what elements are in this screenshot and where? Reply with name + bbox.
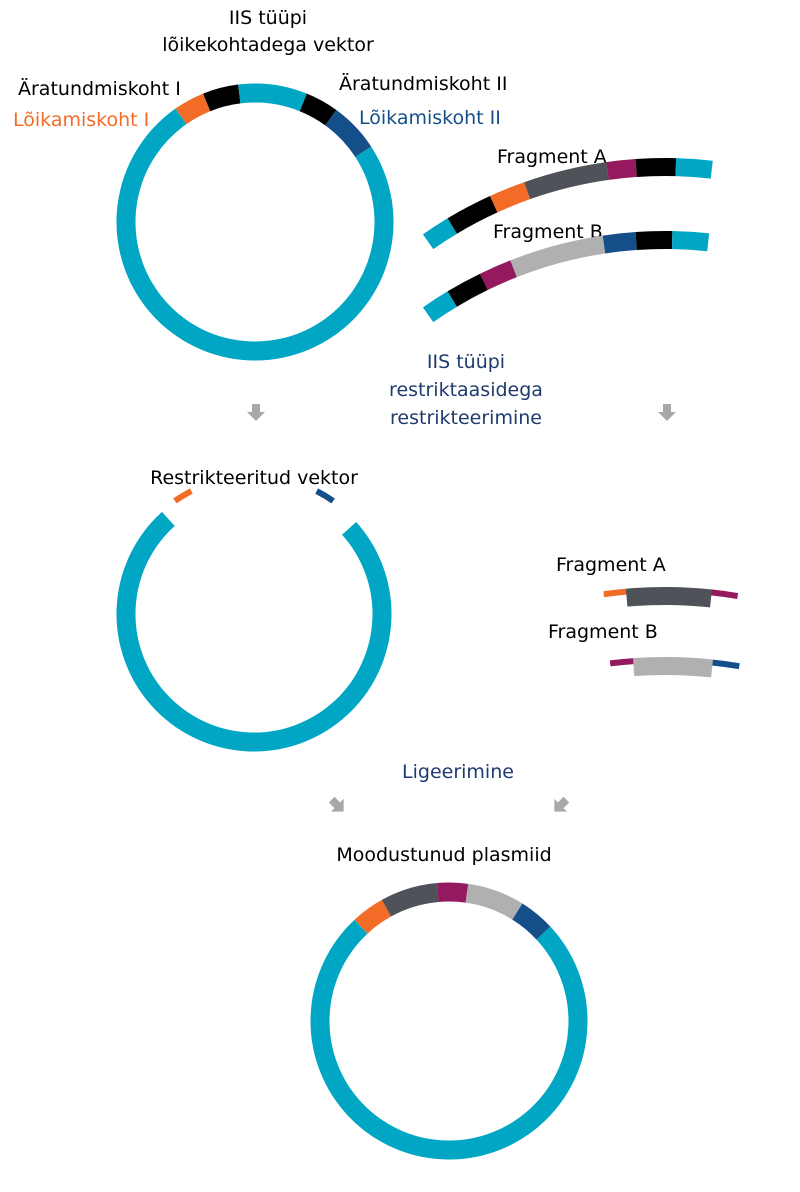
- fragment-b-label-top: Fragment B: [493, 221, 603, 243]
- fragment-a-recognition-left: [447, 196, 498, 234]
- recognition-site-2-label: Äratundmiskoht II: [339, 72, 507, 95]
- fragment-b-overhang-left: [480, 260, 517, 290]
- fragment-a-cut-overhang-right: [710, 589, 739, 599]
- fragment-b-recognition-left: [447, 273, 488, 307]
- restricted-vector-label: Restrikteeritud vektor: [150, 467, 358, 489]
- fragment-b-overhang-right: [602, 232, 637, 254]
- fragment-b-vector-left: [422, 291, 457, 323]
- plasmid-backbone: [310, 919, 588, 1160]
- recognition-site-1-label: Äratundmiskoht I: [18, 77, 181, 100]
- fragment-a-vector-left: [422, 218, 457, 250]
- plasmid-insert-a: [381, 883, 439, 917]
- plasmid-overhang-1: [354, 899, 392, 934]
- restricted-vector-overhang-2: [315, 488, 335, 504]
- fragment-b-vector-right: [671, 231, 710, 252]
- fragment-b-cut-overhang-right: [711, 659, 740, 670]
- restricted-vector-backbone: [116, 511, 392, 752]
- cut-site-1-label: Lõikamiskoht I: [13, 109, 149, 131]
- fragment-b-label-bottom: Fragment B: [548, 621, 658, 643]
- cut-site-2-label: Lõikamiskoht II: [359, 107, 501, 129]
- plasmid-insert-b: [465, 883, 523, 920]
- fragment-b-cut: [609, 657, 740, 678]
- fragment-a-cut-insert: [625, 587, 712, 608]
- diagonal-arrow-right-icon: [554, 796, 570, 812]
- recognition-site-1-segment: [203, 84, 241, 112]
- fragment-b-recognition-right: [635, 231, 673, 250]
- cut-site-2-segment: [324, 109, 372, 158]
- fragment-a-overhang-left: [489, 182, 531, 213]
- fragment-b-top: [422, 231, 710, 323]
- step1-line-3: restrikteerimine: [390, 407, 542, 429]
- result-plasmid: [310, 882, 588, 1160]
- fragment-a-cut-overhang-left: [603, 588, 627, 598]
- title-line-1: IIS tüüpi: [229, 7, 307, 29]
- vector-plasmid: [116, 83, 394, 361]
- down-arrow-left-icon: [247, 404, 265, 421]
- step1-line-2: restriktaasidega: [389, 379, 543, 401]
- fragment-a-top: [422, 158, 713, 250]
- result-plasmid-label: Moodustunud plasmiid: [336, 844, 551, 866]
- vector-backbone-top: [238, 83, 307, 112]
- recognition-site-2-segment: [299, 93, 337, 126]
- plasmid-overhang-2: [512, 903, 551, 940]
- fragment-b-cut-insert: [632, 657, 713, 678]
- step1-line-1: IIS tüüpi: [427, 351, 505, 373]
- fragment-b-cut-overhang-left: [609, 658, 634, 667]
- fragment-a-label-top: Fragment A: [497, 146, 607, 168]
- title-line-2: lõikekohtadega vektor: [162, 34, 374, 56]
- fragment-a-insert: [524, 162, 609, 200]
- down-arrow-right-icon: [658, 404, 676, 421]
- step2-label: Ligeerimine: [402, 761, 514, 783]
- cut-site-1-segment: [175, 93, 211, 125]
- restricted-vector: [116, 488, 392, 752]
- fragment-b-insert: [510, 235, 606, 278]
- fragment-a-vector-right: [675, 158, 713, 179]
- plasmid-overhang-mid: [436, 882, 469, 903]
- diagonal-arrow-left-icon: [328, 796, 344, 812]
- restricted-vector-overhang-1: [173, 488, 193, 504]
- fragment-a-cut: [603, 587, 739, 608]
- fragment-a-label-bottom: Fragment A: [556, 554, 666, 576]
- vector-backbone: [116, 108, 394, 361]
- fragment-a-overhang-right: [606, 159, 637, 180]
- fragment-a-recognition-right: [635, 158, 677, 177]
